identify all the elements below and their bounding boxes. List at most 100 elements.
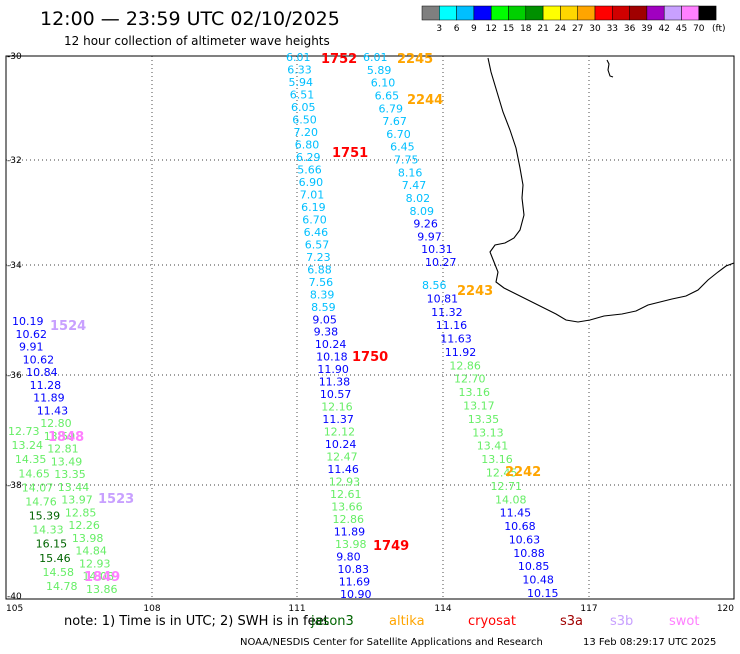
color-scale-tick: 36 [624,24,636,34]
wave-height-value: 11.16 [436,319,468,332]
wave-height-value: 8.39 [310,288,335,301]
wave-height-value: 10.62 [23,353,54,366]
color-scale-tick: 6 [454,24,460,34]
wave-height-value: 6.80 [295,138,320,151]
color-scale-swatch [577,5,596,21]
wave-height-value: 14.84 [75,545,107,558]
wave-height-value: 14.35 [15,453,47,466]
footer-note: note: 1) Time is in UTC; 2) SWH is in fe… [64,614,329,629]
color-scale-unit: (ft) [712,24,726,34]
color-scale-swatch [456,5,475,21]
color-scale-tick: 18 [520,24,532,34]
color-scale-swatch [508,5,527,21]
color-scale-swatch [646,5,665,21]
wave-height-value: 7.56 [309,276,334,289]
wave-height-value: 6.01 [363,51,388,64]
wave-height-value: 12.45 [486,467,518,480]
color-scale-swatch [439,5,457,21]
wave-height-value: 15.39 [29,510,61,523]
wave-height-value: 11.46 [327,463,359,476]
wave-height-value: 6.57 [305,238,330,251]
pass-time-label: 2244 [407,93,443,108]
color-scale-tick: 39 [641,24,653,34]
wave-height-value: 13.97 [61,494,93,507]
color-scale-swatch [612,5,630,21]
wave-height-value: 8.56 [422,279,447,292]
color-scale-tick: 15 [503,24,514,34]
longitude-label: 114 [434,604,451,614]
wave-height-value: 10.31 [421,243,453,256]
wave-height-value: 6.01 [286,51,311,64]
satellite-legend-item: altika [389,614,425,629]
wave-height-value: 6.70 [386,128,411,141]
color-scale-tick: 70 [693,24,705,34]
longitude-label: 108 [143,604,160,614]
wave-height-value: 9.26 [413,218,438,231]
wave-height-value: 10.57 [320,388,352,401]
wave-height-value: 13.41 [477,440,509,453]
color-scale-swatch [421,5,440,21]
wave-height-value: 6.46 [304,226,329,239]
wave-height-value: 9.91 [19,341,44,354]
wave-height-value: 12.80 [40,417,71,430]
wave-height-value: 14.65 [18,467,50,480]
wave-height-value: 10.27 [425,256,457,269]
color-scale-tick: 12 [485,24,496,34]
wave-height-value: 12.70 [454,373,486,386]
wave-height-value: 13.66 [331,501,363,514]
wave-height-value: 13.49 [51,455,83,468]
pass-time-label: 2245 [397,52,433,67]
wave-height-value: 10.24 [325,438,357,451]
wave-height-value: 12.71 [491,480,523,493]
wave-height-value: 10.48 [522,574,554,587]
color-scale-legend: 3 6 9 12 15 18 21 24 27 30 33 36 39 42 45 70 [421,5,717,34]
wave-height-value: 12.81 [47,443,78,456]
wave-height-value: 12.86 [333,513,365,526]
wave-height-value: 6.05 [291,101,316,114]
latitude-label: -30 [7,52,22,62]
wave-height-value: 11.37 [322,413,354,426]
wave-height-value: 14.33 [32,524,64,537]
wave-height-value: 10.15 [527,587,559,600]
wave-height-value: 13.98 [335,538,367,551]
color-scale-tick: 27 [572,24,583,34]
pass-time-label: 1752 [321,52,357,67]
wave-height-value: 6.19 [301,201,326,214]
wave-height-value: 10.85 [518,560,550,573]
wave-height-value: 14.07 [22,481,54,494]
wave-height-value: 10.81 [427,292,459,305]
island-outline [606,59,614,78]
wave-height-value: 6.50 [292,113,317,126]
latitude-label: -32 [7,156,22,166]
wave-height-tracks: 6.016.335.946.516.056.507.206.806.295.66… [8,51,559,601]
longitude-label: 111 [288,604,305,614]
wave-height-value: 12.85 [65,506,97,519]
footer-credit: NOAA/NESDIS Center for Satellite Applica… [240,637,543,648]
wave-height-value: 12.93 [329,476,361,489]
color-scale-swatch [560,5,578,21]
wave-height-value: 7.01 [300,188,325,201]
pass-time-label: 1750 [352,350,388,365]
wave-height-value: 13.16 [481,453,513,466]
color-scale-tick: 42 [658,24,669,34]
wave-height-value: 5.94 [289,76,314,89]
color-scale-swatch [490,5,509,21]
satellite-legend-item: jason3 [310,614,354,629]
wave-height-value: 11.89 [334,526,366,539]
wave-height-value: 13.35 [468,413,500,426]
wave-height-value: 13.86 [86,583,118,596]
color-scale-swatch [542,5,561,21]
wave-height-value: 13.59 [44,430,75,443]
longitude-label: 117 [580,604,597,614]
satellite-legend-item: s3b [610,614,633,629]
wave-height-value: 10.88 [513,547,545,560]
wave-height-value: 6.90 [299,176,324,189]
wave-height-value: 10.18 [316,351,348,364]
color-scale-swatch [473,5,492,21]
wave-height-value: 15.46 [39,552,71,565]
wave-height-value: 13.16 [459,386,491,399]
wave-height-value: 6.79 [379,102,404,115]
pass-time-label: 1848 [48,430,84,445]
wave-height-value: 13.13 [472,426,504,439]
footer-timestamp: 13 Feb 08:29:17 UTC 2025 [583,637,716,648]
